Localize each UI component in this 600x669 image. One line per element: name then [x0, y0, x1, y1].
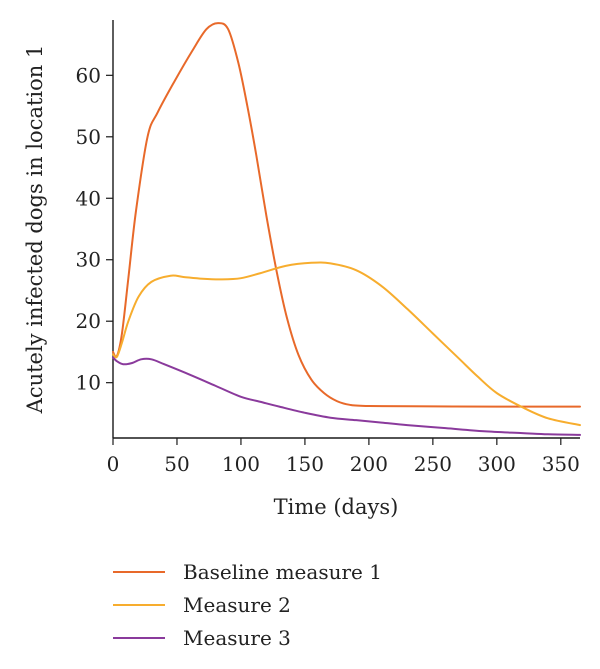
x-tick-label: 50 [164, 452, 189, 476]
x-axis-title: Time (days) [274, 495, 399, 519]
x-tick-label: 150 [286, 452, 324, 476]
x-tick-label: 300 [478, 452, 516, 476]
y-tick-label: 40 [76, 186, 101, 210]
y-tick-label: 10 [76, 371, 101, 395]
y-tick-label: 20 [76, 309, 101, 333]
x-tick-label: 200 [350, 452, 388, 476]
x-axis: 0 50 100 150 200 250 300 350 [107, 437, 580, 476]
x-tick-label: 0 [107, 452, 120, 476]
y-axis: 10 20 30 40 50 60 [76, 20, 114, 438]
legend: Baseline measure 1 Measure 2 Measure 3 [113, 560, 382, 650]
legend-label-2: Measure 2 [183, 593, 291, 617]
series-line-1 [112, 22, 581, 408]
y-tick-label: 50 [76, 125, 101, 149]
series-line-3 [112, 356, 581, 436]
y-tick-label: 30 [76, 248, 101, 272]
legend-label-3: Measure 3 [183, 626, 291, 650]
series-lines [112, 22, 581, 436]
x-tick-label: 350 [542, 452, 580, 476]
y-axis-title: Acutely infected dogs in location 1 [23, 45, 47, 415]
legend-label-1: Baseline measure 1 [183, 560, 382, 584]
y-tick-label: 60 [76, 63, 101, 87]
x-tick-label: 250 [414, 452, 452, 476]
x-tick-label: 100 [222, 452, 260, 476]
series-line-2 [112, 261, 581, 427]
